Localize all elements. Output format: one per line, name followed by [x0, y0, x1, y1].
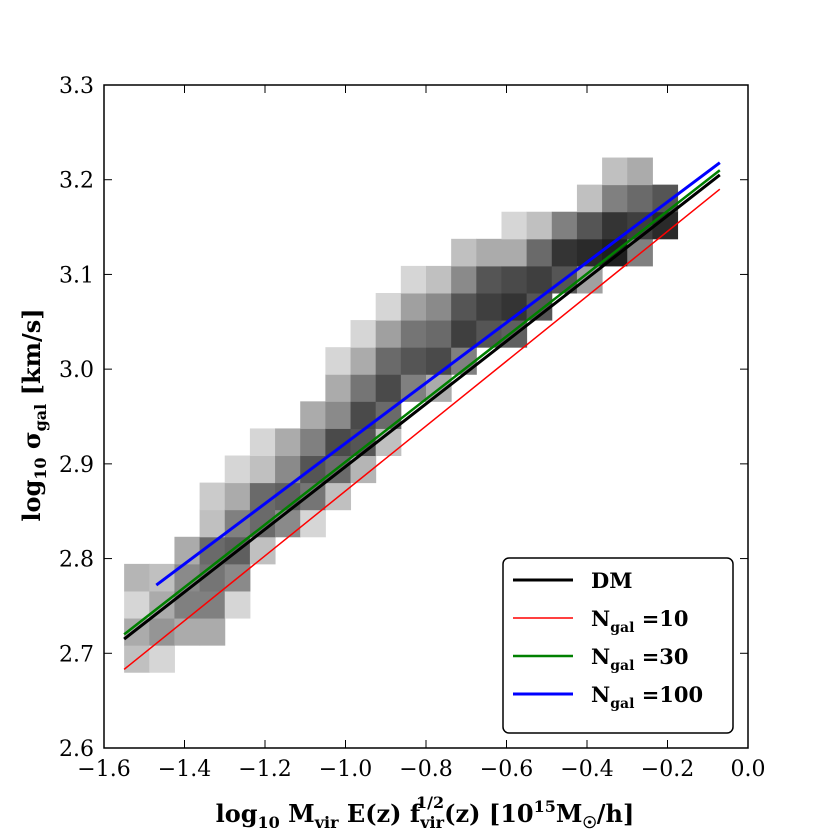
heatmap-cell [426, 292, 452, 321]
x-tick-label: 0.0 [731, 757, 766, 782]
heatmap-cell [124, 590, 150, 619]
y-axis-label: log10 σgal [km/s] [17, 308, 50, 521]
heatmap-cell [300, 401, 326, 429]
y-axis-ticks: 2.6 2.7 2.8 2.9 3.0 3.1 3.2 3.3 [59, 74, 748, 762]
y-tick-label: 3.3 [59, 74, 94, 99]
heatmap-cell [124, 563, 150, 592]
heatmap-cell [224, 455, 251, 484]
heatmap-cell [627, 157, 653, 186]
heatmap-cell [426, 265, 452, 294]
heatmap-cell [199, 482, 226, 511]
heatmap-cell [325, 401, 352, 429]
x-tick-label: −0.6 [480, 757, 533, 782]
y-tick-label: 2.6 [59, 737, 94, 762]
y-tick-label: 3.0 [59, 358, 94, 383]
heatmap-cell [400, 292, 427, 321]
heatmap-cell [400, 320, 427, 348]
heatmap-cell [174, 536, 201, 565]
heatmap-cell [224, 590, 251, 619]
y-tick-label: 2.9 [59, 453, 94, 478]
heatmap-cell [451, 238, 477, 267]
heatmap-cell [400, 265, 427, 294]
heatmap-cell [350, 374, 377, 402]
heatmap-cell [602, 157, 628, 186]
heatmap-cell [275, 428, 301, 457]
heatmap-cell [526, 265, 553, 294]
heatmap-cell [350, 347, 377, 375]
heatmap-cell [551, 238, 578, 267]
heatmap-cell [576, 184, 603, 213]
series-line [123, 188, 721, 670]
series-line [123, 169, 721, 636]
heatmap-cell [199, 618, 226, 646]
heatmap-cell [501, 238, 528, 267]
heatmap-cell [501, 211, 528, 240]
heatmap-cell [451, 320, 477, 348]
heatmap-cell [375, 320, 402, 348]
heatmap-cell [400, 347, 427, 375]
x-tick-label: −0.2 [641, 757, 694, 782]
y-tick-label: 3.2 [59, 169, 94, 194]
legend: DM Ngal =10 Ngal =30 Ngal =100 [502, 557, 734, 734]
heatmap-cell [576, 211, 603, 240]
heatmap-cell [551, 211, 578, 240]
heatmap-cell [199, 509, 226, 538]
x-tick-label: −1.6 [77, 757, 130, 782]
series-line [123, 173, 721, 641]
series-line [155, 161, 721, 587]
heatmap-cell [325, 374, 352, 402]
y-tick-label: 3.1 [59, 263, 94, 288]
heatmap-cell [526, 238, 553, 267]
heatmap-cell [627, 184, 653, 213]
heatmap-cell [249, 428, 276, 457]
heatmap-cell [375, 347, 402, 375]
heatmap-cell [249, 455, 276, 484]
legend-label: Ngal =30 [591, 644, 689, 674]
x-axis-ticks: −1.6 −1.4 −1.2 −1.0 −0.8 −0.6 −0.4 −0.2 0.0 [77, 85, 766, 782]
heatmap-cell [426, 320, 452, 348]
legend-label: DM [591, 568, 632, 593]
x-tick-label: −0.4 [560, 757, 613, 782]
heatmap-cell [501, 265, 528, 294]
x-tick-label: −1.2 [238, 757, 291, 782]
heatmap-cell [350, 320, 377, 348]
heatmap-cell [451, 292, 477, 321]
fit-lines [123, 161, 721, 670]
heatmap-cell [426, 347, 452, 375]
y-tick-label: 2.8 [59, 548, 94, 573]
x-tick-label: −1.0 [319, 757, 372, 782]
heatmap-cell [300, 428, 326, 457]
legend-label: Ngal =100 [591, 682, 703, 712]
heatmap-cell [149, 645, 175, 673]
heatmap-cell [476, 238, 502, 267]
legend-label: Ngal =10 [591, 606, 689, 636]
heatmap-cell [476, 265, 502, 294]
y-tick-label: 2.7 [59, 642, 94, 667]
heatmap-cell [325, 347, 352, 375]
heatmap-cell [375, 292, 402, 321]
x-axis-label: log10 Mvir E(z) fvir1/2(z) [1015M☉/h] [216, 793, 635, 830]
heatmap-cell [476, 292, 502, 321]
heatmap-cell [174, 618, 201, 646]
legend-box [502, 557, 734, 734]
heatmap-cell [451, 265, 477, 294]
heatmap-cell [526, 211, 553, 240]
heatmap-cell [149, 563, 175, 592]
x-tick-label: −0.8 [399, 757, 452, 782]
heatmap-cell [375, 374, 402, 402]
x-tick-label: −1.4 [158, 757, 211, 782]
heatmap-cell [602, 184, 628, 213]
heatmap-cell [224, 482, 251, 511]
